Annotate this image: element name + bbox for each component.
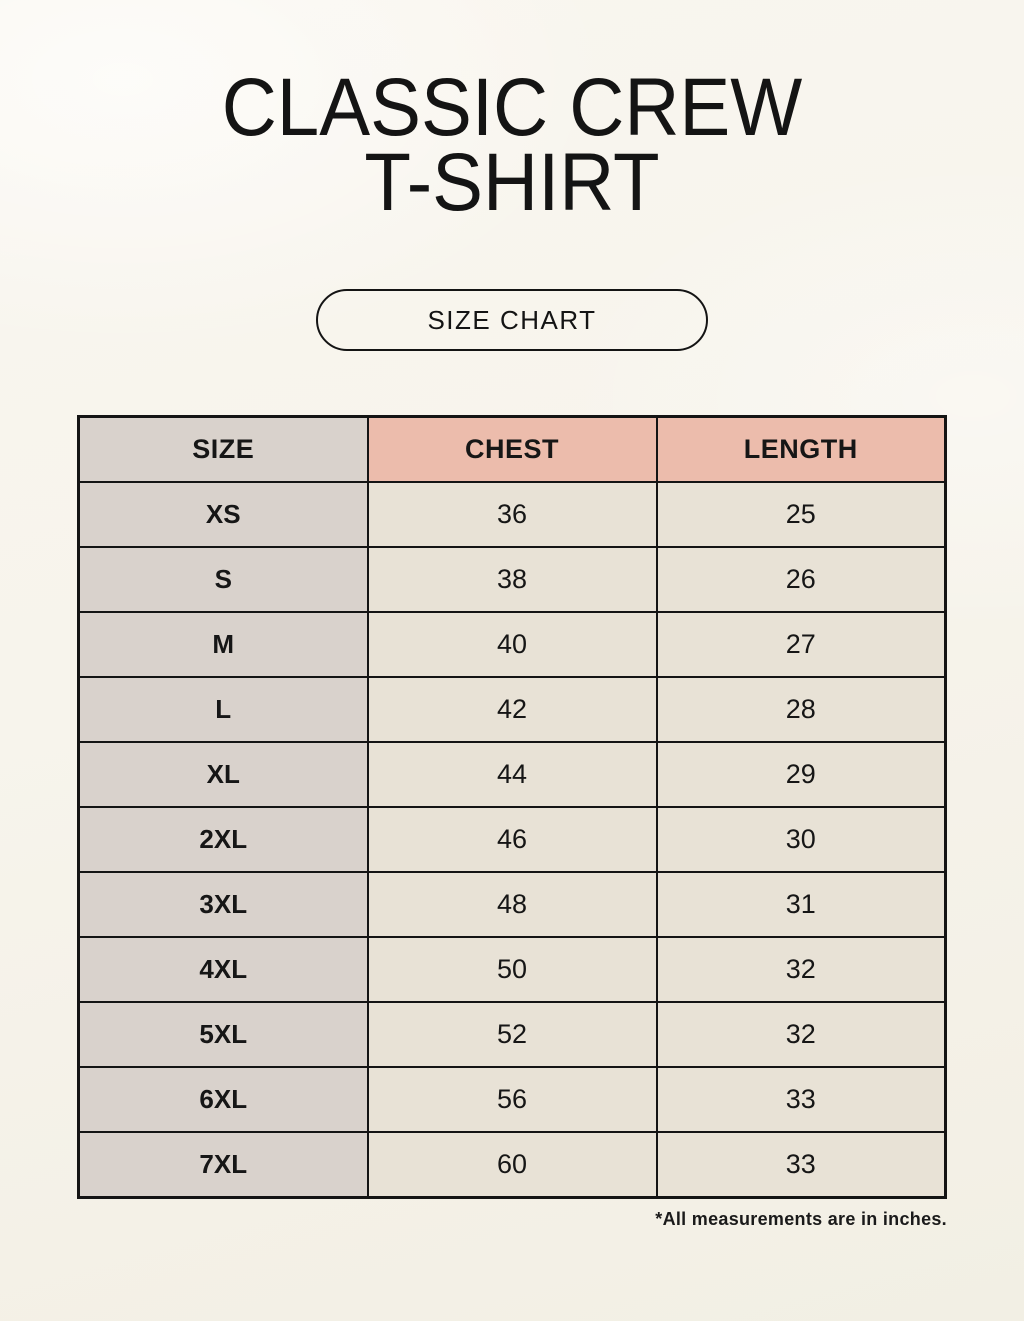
measurements-footnote: *All measurements are in inches. — [655, 1208, 947, 1229]
page-title: CLASSIC CREW T-SHIRT — [36, 67, 988, 224]
length-cell: 33 — [655, 1065, 947, 1133]
page-title-line1: CLASSIC CREW — [221, 62, 803, 153]
length-cell: 30 — [655, 805, 947, 873]
size-cell: 4XL — [77, 935, 369, 1003]
table-header-row: SIZE CHEST LENGTH — [77, 415, 947, 483]
length-cell: 25 — [655, 480, 947, 548]
size-cell: XS — [77, 480, 369, 548]
size-cell: 7XL — [77, 1130, 369, 1199]
length-cell: 32 — [655, 1000, 947, 1068]
page-title-line2: T-SHIRT — [364, 137, 660, 229]
table-row: M 40 27 — [77, 610, 947, 678]
length-cell: 31 — [655, 870, 947, 938]
chest-cell: 40 — [366, 610, 658, 678]
table-row: 5XL 52 32 — [77, 1000, 947, 1068]
size-chart-button-wrap: SIZE CHART — [0, 288, 1024, 351]
chest-cell: 48 — [366, 870, 658, 938]
length-cell: 26 — [655, 545, 947, 613]
chest-cell: 38 — [366, 545, 658, 613]
size-table-body: XS 36 25 S 38 26 M 40 27 L 42 28 XL 44 29 2XL 46 30 3XL 48 3… — [77, 480, 947, 1199]
chest-cell: 52 — [366, 1000, 658, 1068]
chest-cell: 36 — [366, 480, 658, 548]
size-table-wrap: SIZE CHEST LENGTH XS 36 25 S 38 26 M 40 27 L 42 28 X… — [77, 414, 947, 1199]
table-row: 7XL 60 33 — [77, 1130, 947, 1199]
length-cell: 27 — [655, 610, 947, 678]
table-row: 4XL 50 32 — [77, 935, 947, 1003]
chest-cell: 50 — [366, 935, 658, 1003]
size-cell: XL — [77, 740, 369, 808]
table-row: XS 36 25 — [77, 480, 947, 548]
table-row: 2XL 46 30 — [77, 805, 947, 873]
size-cell: 5XL — [77, 1000, 369, 1068]
table-row: 3XL 48 31 — [77, 870, 947, 938]
table-row: XL 44 29 — [77, 740, 947, 808]
size-cell: M — [77, 610, 369, 678]
table-row: 6XL 56 33 — [77, 1065, 947, 1133]
table-row: L 42 28 — [77, 675, 947, 743]
size-cell: 2XL — [77, 805, 369, 873]
length-cell: 28 — [655, 675, 947, 743]
size-cell: L — [77, 675, 369, 743]
size-chart-button[interactable]: SIZE CHART — [316, 288, 708, 351]
size-cell: 6XL — [77, 1065, 369, 1133]
size-cell: S — [77, 545, 369, 613]
chest-cell: 42 — [366, 675, 658, 743]
chest-cell: 56 — [366, 1065, 658, 1133]
size-chart-button-label: SIZE CHART — [427, 304, 597, 335]
length-cell: 32 — [655, 935, 947, 1003]
size-cell: 3XL — [77, 870, 369, 938]
size-table: SIZE CHEST LENGTH XS 36 25 S 38 26 M 40 27 L 42 28 X… — [77, 414, 947, 1199]
chest-cell: 44 — [366, 740, 658, 808]
length-cell: 29 — [655, 740, 947, 808]
chest-cell: 60 — [366, 1130, 658, 1199]
column-header-chest: CHEST — [366, 415, 658, 483]
length-cell: 33 — [655, 1130, 947, 1199]
column-header-size: SIZE — [77, 415, 369, 483]
chest-cell: 46 — [366, 805, 658, 873]
column-header-length: LENGTH — [655, 415, 947, 483]
table-row: S 38 26 — [77, 545, 947, 613]
page: CLASSIC CREW T-SHIRT SIZE CHART SIZE CHE… — [0, 67, 1024, 1229]
